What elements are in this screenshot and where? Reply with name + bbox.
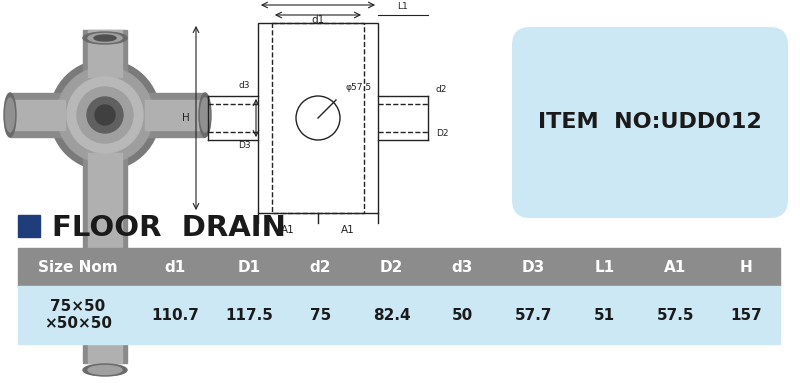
Text: 57.7: 57.7 <box>514 308 552 322</box>
Text: L1: L1 <box>594 260 614 275</box>
Text: D1: D1 <box>310 0 326 2</box>
Text: d3: d3 <box>238 81 250 90</box>
Text: 75×50
×50×50: 75×50 ×50×50 <box>44 299 112 331</box>
Text: φ57.5: φ57.5 <box>346 83 372 92</box>
Text: FLOOR  DRAIN: FLOOR DRAIN <box>52 214 286 242</box>
Bar <box>10 93 65 137</box>
Ellipse shape <box>201 98 210 132</box>
Text: d3: d3 <box>452 260 473 275</box>
Text: H: H <box>740 260 753 275</box>
Text: 117.5: 117.5 <box>226 308 274 322</box>
Bar <box>18 215 40 237</box>
Bar <box>145 100 205 130</box>
Text: 110.7: 110.7 <box>151 308 199 322</box>
Bar <box>88 30 122 77</box>
Text: Size Nom: Size Nom <box>38 260 118 275</box>
Ellipse shape <box>88 33 122 43</box>
Circle shape <box>57 67 153 163</box>
Text: 82.4: 82.4 <box>373 308 410 322</box>
Text: 157: 157 <box>730 308 762 322</box>
Bar <box>88 153 122 363</box>
Circle shape <box>50 60 160 170</box>
Text: 75: 75 <box>310 308 331 322</box>
Circle shape <box>87 97 123 133</box>
Circle shape <box>77 87 133 143</box>
Ellipse shape <box>94 35 116 41</box>
Text: A1: A1 <box>664 260 686 275</box>
Bar <box>83 153 127 363</box>
Bar <box>258 23 378 213</box>
Ellipse shape <box>83 32 127 44</box>
Circle shape <box>67 77 143 153</box>
Text: D2: D2 <box>380 260 403 275</box>
Text: L1: L1 <box>398 2 408 11</box>
Ellipse shape <box>83 364 127 376</box>
Text: 51: 51 <box>594 308 615 322</box>
FancyBboxPatch shape <box>512 27 788 218</box>
Text: D2: D2 <box>436 129 449 138</box>
Bar <box>18 286 780 344</box>
Bar <box>145 93 205 137</box>
Text: D1: D1 <box>238 260 261 275</box>
Text: d2: d2 <box>310 260 331 275</box>
Text: D3: D3 <box>522 260 545 275</box>
Text: d2: d2 <box>436 85 447 94</box>
Bar <box>18 248 780 286</box>
Text: 57.5: 57.5 <box>657 308 694 322</box>
Text: D3: D3 <box>238 141 250 150</box>
Text: A1: A1 <box>341 225 355 235</box>
Ellipse shape <box>4 93 16 137</box>
Bar <box>10 100 65 130</box>
Circle shape <box>95 105 115 125</box>
Text: 50: 50 <box>452 308 473 322</box>
Bar <box>83 30 127 77</box>
Text: ITEM  NO:UDD012: ITEM NO:UDD012 <box>538 113 762 133</box>
Text: A1: A1 <box>281 225 295 235</box>
Bar <box>272 23 364 213</box>
Text: d1: d1 <box>311 15 325 25</box>
Ellipse shape <box>88 365 122 375</box>
Ellipse shape <box>199 93 211 137</box>
Text: H: H <box>182 113 190 123</box>
Text: d1: d1 <box>164 260 186 275</box>
Ellipse shape <box>6 98 14 132</box>
